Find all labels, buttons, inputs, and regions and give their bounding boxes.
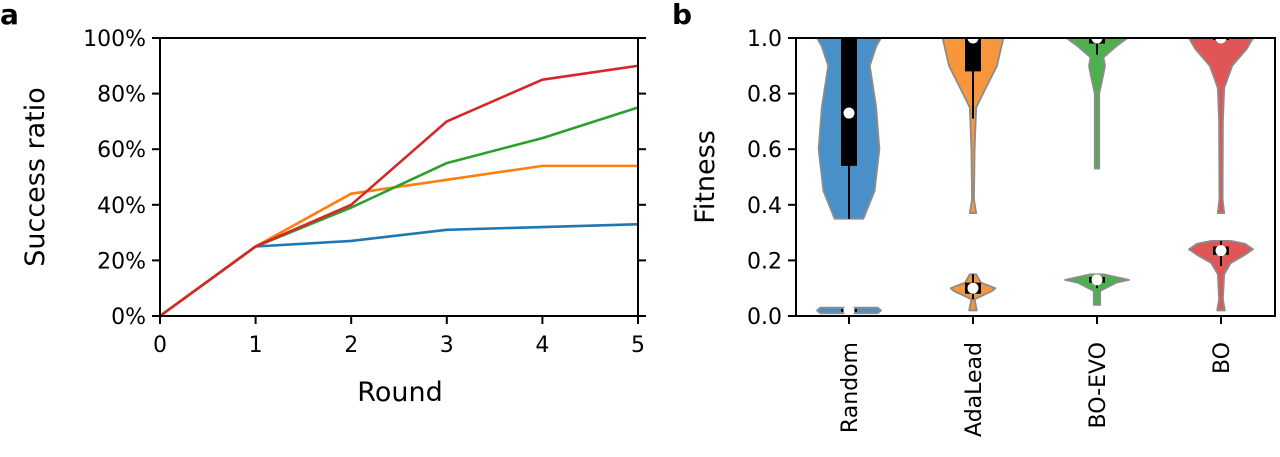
- series-line-adalead: [159, 164, 638, 318]
- panel-a-line-chart: a 0% 20% 40% 60% 80% 100% 0 1 2 3 4 5 Round Succes…: [0, 0, 646, 408]
- violin-group-bo: [1188, 32, 1254, 312]
- y-tick-label: 0.0: [747, 305, 782, 330]
- plot-frame: [795, 37, 1276, 317]
- violin-median-marker: [843, 304, 855, 316]
- x-tick-label: 5: [631, 333, 645, 358]
- series-line-bo: [159, 64, 639, 318]
- y-tick-label: 0.4: [747, 194, 782, 219]
- y-axis-ticks: 0.0 0.2 0.4 0.6 0.8 1.0: [747, 27, 796, 330]
- y-tick-label: 100%: [83, 27, 146, 52]
- y-tick-label: 80%: [97, 83, 146, 108]
- panel-b-violin-chart: b 0.0 0.2 0.4 0.6 0.8 1.0 Random AdaLead BO-EVO…: [672, 0, 1276, 437]
- violin-median-marker: [967, 282, 979, 294]
- y-axis-ticks: 0% 20% 40% 60% 80% 100%: [83, 27, 646, 330]
- violin-median-marker: [843, 107, 855, 119]
- violin-iqr-box: [965, 38, 981, 72]
- axes-frame: [795, 37, 1276, 317]
- violin-body-lower: [1064, 273, 1130, 306]
- y-axis-title: Fitness: [690, 130, 721, 224]
- y-tick-label: 0.2: [747, 249, 782, 274]
- violin-group-random: [816, 37, 882, 316]
- x-tick-label-random: Random: [838, 342, 863, 433]
- series-lines: [159, 64, 639, 318]
- panel-label-b: b: [672, 0, 692, 31]
- violin-group-bo-evo: [1064, 32, 1130, 306]
- violin-body-upper: [1065, 37, 1129, 170]
- violin-iqr-box: [841, 38, 857, 166]
- violin-group-adalead: [941, 32, 1005, 312]
- plot-frame: [159, 37, 639, 317]
- x-axis-ticks: 0 1 2 3 4 5: [153, 316, 645, 358]
- x-tick-label: 1: [249, 333, 263, 358]
- x-axis-ticks: Random AdaLead BO-EVO BO: [838, 316, 1235, 437]
- x-tick-label: 4: [535, 333, 549, 358]
- x-tick-label-adalead: AdaLead: [962, 342, 987, 437]
- violin-median-marker: [1215, 245, 1227, 257]
- y-tick-label: 0%: [111, 305, 146, 330]
- y-tick-label: 0.8: [747, 83, 782, 108]
- violin-body-lower: [1188, 240, 1254, 312]
- x-tick-label: 0: [153, 333, 167, 358]
- axes-frame: [159, 37, 639, 317]
- y-tick-label: 60%: [97, 138, 146, 163]
- x-tick-label-bo-evo: BO-EVO: [1086, 342, 1111, 428]
- violin-groups: [816, 32, 1254, 316]
- series-line-random: [159, 222, 639, 318]
- y-tick-label: 40%: [97, 194, 146, 219]
- x-axis-title: Round: [357, 377, 442, 408]
- panel-label-a: a: [0, 0, 19, 31]
- x-tick-label: 3: [440, 333, 454, 358]
- y-tick-label: 20%: [97, 249, 146, 274]
- y-axis-title: Success ratio: [20, 87, 51, 267]
- y-tick-label: 0.6: [747, 138, 782, 163]
- series-line-bo-evo: [159, 106, 639, 318]
- y-tick-label: 1.0: [747, 27, 782, 52]
- x-tick-label: 2: [344, 333, 358, 358]
- x-tick-label-bo: BO: [1210, 342, 1235, 374]
- violin-body-upper: [1188, 37, 1254, 215]
- violin-median-marker: [1091, 274, 1103, 286]
